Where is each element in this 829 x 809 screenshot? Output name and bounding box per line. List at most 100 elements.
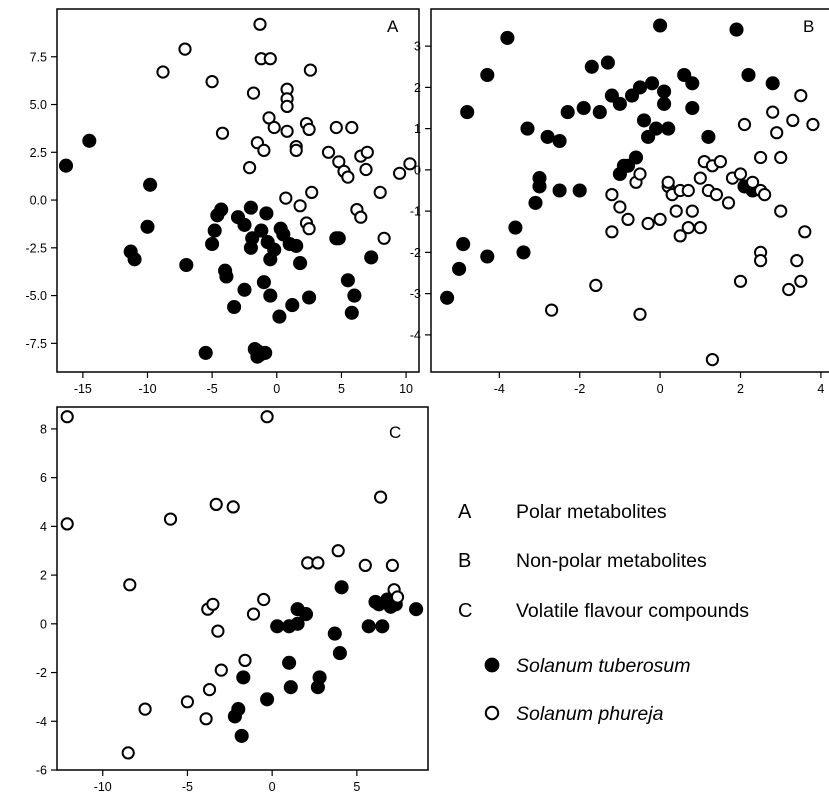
phureja-point xyxy=(359,162,373,177)
panel-a-x-tick-label: 0 xyxy=(273,382,280,396)
panel-c-y-tick-label: 0 xyxy=(40,617,47,631)
phureja-point xyxy=(733,167,748,181)
phureja-point xyxy=(180,695,194,709)
phureja-point xyxy=(754,254,768,268)
legend-item-a-label: Polar metabolites xyxy=(516,501,667,523)
phureja-point xyxy=(390,590,405,604)
panel-c-y-tick-label: 6 xyxy=(40,471,47,485)
phureja-point xyxy=(393,166,407,180)
phureja-point xyxy=(589,278,603,292)
tuberosum-point xyxy=(741,67,756,83)
phureja-point xyxy=(138,702,152,716)
tuberosum-point xyxy=(620,158,636,173)
panel-b-x-tick-label: -2 xyxy=(574,382,585,396)
legend-open-marker-icon xyxy=(484,705,500,721)
phureja-point xyxy=(341,170,355,184)
phureja-point xyxy=(685,204,699,218)
tuberosum-point xyxy=(243,200,258,215)
phureja-point xyxy=(238,653,252,668)
tuberosum-point xyxy=(632,80,648,95)
tuberosum-point xyxy=(765,76,780,91)
tuberosum-point xyxy=(560,105,575,120)
phureja-point xyxy=(60,517,74,531)
panel-c: -10 -5 0 5 -6 -4 -2 0 2 4 6 8 C xyxy=(36,406,429,794)
panel-c-y-tick-label: -2 xyxy=(36,666,47,680)
tuberosum-point xyxy=(260,692,275,707)
tuberosum-point xyxy=(179,257,194,273)
tuberosum-point xyxy=(540,129,555,144)
phureja-point xyxy=(293,199,307,213)
tuberosum-point xyxy=(143,177,158,192)
tuberosum-point xyxy=(285,298,300,313)
phureja-point xyxy=(754,150,768,165)
tuberosum-point xyxy=(282,655,297,670)
tuberosum-point xyxy=(283,680,298,695)
phureja-point xyxy=(358,558,372,573)
phureja-point xyxy=(633,167,647,181)
tuberosum-point xyxy=(528,195,543,210)
panel-a-x-tick-label: -5 xyxy=(207,382,218,396)
tuberosum-point xyxy=(645,76,660,91)
legend-item-b-letter: B xyxy=(458,550,471,572)
phureja-point xyxy=(215,126,230,140)
panel-a-x-tick-label: -15 xyxy=(74,382,92,396)
tuberosum-point xyxy=(214,202,229,217)
panel-c-x-tick-label: -10 xyxy=(94,780,112,794)
tuberosum-point xyxy=(409,602,424,617)
panel-a-y-axis: -7.5 -5.0 -2.5 0.0 2.5 5.0 7.5 xyxy=(25,50,57,351)
tuberosum-point xyxy=(576,100,591,116)
tuberosum-point xyxy=(293,256,308,271)
phureja-point xyxy=(782,282,796,297)
phureja-point xyxy=(377,231,391,245)
panel-a-letter: A xyxy=(387,17,399,36)
panel-c-points xyxy=(60,410,424,760)
panel-a-y-tick-label: 2.5 xyxy=(30,146,47,160)
panel-a-x-tick-label: 10 xyxy=(399,382,413,396)
tuberosum-point xyxy=(327,626,342,641)
phureja-point xyxy=(693,171,707,185)
tuberosum-point xyxy=(272,309,287,324)
panel-a-frame xyxy=(56,8,420,373)
panel-c-x-tick-label: 5 xyxy=(353,780,360,794)
phureja-point xyxy=(331,544,345,558)
panel-c-y-tick-label: 8 xyxy=(40,422,47,436)
panel-b-y-tick-label: -3 xyxy=(410,287,421,301)
phureja-point xyxy=(373,185,387,199)
tuberosum-point xyxy=(364,250,379,265)
panel-b-y-tick-label: -4 xyxy=(410,328,421,342)
phureja-point xyxy=(770,126,784,140)
phureja-point xyxy=(202,683,217,697)
tuberosum-point xyxy=(628,150,644,165)
panel-b-y-tick-label: -2 xyxy=(410,246,421,260)
tuberosum-point xyxy=(612,96,627,111)
panel-b-x-tick-label: -4 xyxy=(494,382,505,396)
tuberosum-point xyxy=(207,223,222,238)
tuberosum-point xyxy=(480,249,495,264)
tuberosum-point xyxy=(290,616,305,631)
tuberosum-point xyxy=(361,619,376,634)
tuberosum-point xyxy=(532,179,547,194)
phureja-point xyxy=(605,225,619,239)
tuberosum-point xyxy=(273,221,288,236)
tuberosum-point xyxy=(58,158,74,173)
legend-item-c-label: Volatile flavour compounds xyxy=(516,600,749,622)
phureja-point xyxy=(758,188,772,202)
phureja-point xyxy=(305,185,319,199)
tuberosum-point xyxy=(347,288,362,303)
tuberosum-point xyxy=(270,619,285,634)
phureja-point xyxy=(257,592,271,607)
panel-b-y-axis: -4 -3 -2 -1 0 1 2 3 xyxy=(410,40,431,342)
panel-a-x-tick-label: 5 xyxy=(338,382,345,396)
tuberosum-point xyxy=(653,18,668,33)
tuberosum-point xyxy=(312,670,327,685)
phureja-point xyxy=(403,157,417,171)
tuberosum-point xyxy=(205,236,220,252)
panel-b-x-tick-label: 0 xyxy=(657,382,664,396)
phureja-point xyxy=(621,212,635,226)
tuberosum-point xyxy=(234,728,249,743)
panel-c-x-tick-label: 0 xyxy=(269,780,276,794)
panel-b-x-axis: -4 -2 0 2 4 xyxy=(494,372,824,396)
tuberosum-point xyxy=(604,88,619,103)
panel-b-frame xyxy=(430,8,829,373)
tuberosum-point xyxy=(600,55,615,70)
